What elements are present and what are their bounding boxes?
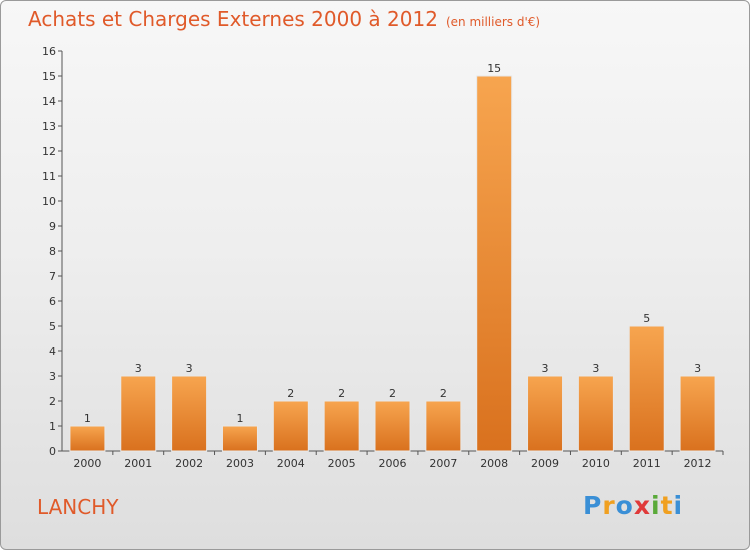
x-tick-label: 2003 — [226, 457, 254, 470]
bar — [425, 400, 462, 452]
bar-value-label: 3 — [694, 362, 701, 375]
bar-value-label: 1 — [84, 412, 91, 425]
y-tick-label: 6 — [49, 295, 56, 308]
bar-value-label: 2 — [287, 387, 294, 400]
logo-letter: t — [660, 491, 674, 520]
x-tick-label: 2006 — [379, 457, 407, 470]
bar — [272, 400, 309, 452]
x-tick-label: 2008 — [480, 457, 508, 470]
x-tick-label: 2000 — [73, 457, 101, 470]
bar-value-label: 1 — [236, 412, 243, 425]
bar — [120, 375, 157, 452]
logo-letter: P — [583, 491, 603, 520]
proxiti-logo: Proxiti — [583, 491, 683, 520]
bar — [374, 400, 411, 452]
y-tick-label: 15 — [42, 70, 56, 83]
bar-value-label: 3 — [186, 362, 193, 375]
logo-letter: o — [615, 491, 634, 520]
bar-value-label: 5 — [643, 312, 650, 325]
x-tick-label: 2011 — [633, 457, 661, 470]
bar — [69, 425, 106, 452]
x-tick-label: 2012 — [684, 457, 712, 470]
y-tick-label: 12 — [42, 145, 56, 158]
bar — [527, 375, 564, 452]
x-tick-label: 2001 — [124, 457, 152, 470]
bar — [323, 400, 360, 452]
data-labels: 1 3 3 1 2 2 2 2 15 3 3 5 3 — [84, 62, 701, 425]
bar-value-label: 15 — [487, 62, 501, 75]
y-tick-label: 8 — [49, 245, 56, 258]
y-tick-label: 10 — [42, 195, 56, 208]
x-tick-label: 2004 — [277, 457, 305, 470]
bar-value-label: 3 — [592, 362, 599, 375]
bar-value-label: 2 — [440, 387, 447, 400]
y-tick-label: 16 — [42, 45, 56, 58]
y-tick-label: 4 — [49, 345, 56, 358]
bar — [679, 375, 716, 452]
chart-title-text: Achats et Charges Externes 2000 à 2012 — [28, 7, 438, 31]
y-tick-label: 14 — [42, 95, 56, 108]
y-tick-label: 7 — [49, 270, 56, 283]
x-tick-label: 2007 — [429, 457, 457, 470]
logo-letter: i — [673, 491, 684, 520]
y-tick-label: 13 — [42, 120, 56, 133]
bar — [476, 75, 513, 452]
logo-letter: i — [651, 491, 661, 520]
logo-letter: x — [633, 491, 651, 520]
chart-subtitle: (en milliers d'€) — [445, 15, 541, 29]
x-tick-label: 2005 — [328, 457, 356, 470]
bar — [171, 375, 208, 452]
y-tick-label: 11 — [42, 170, 56, 183]
commune-name: LANCHY — [37, 495, 119, 519]
bar — [628, 325, 665, 452]
y-tick-label: 3 — [49, 370, 56, 383]
x-tick-label: 2010 — [582, 457, 610, 470]
bar-value-label: 2 — [389, 387, 396, 400]
x-tick-label: 2009 — [531, 457, 559, 470]
bar — [577, 375, 614, 452]
x-tick-label: 2002 — [175, 457, 203, 470]
bar — [221, 425, 258, 452]
y-tick-label: 9 — [49, 220, 56, 233]
y-tick-label: 0 — [49, 445, 56, 458]
bar-value-label: 3 — [542, 362, 549, 375]
chart-title: Achats et Charges Externes 2000 à 2012 (e… — [28, 7, 540, 31]
bar-value-label: 2 — [338, 387, 345, 400]
logo-letter: r — [602, 491, 616, 520]
y-tick-label: 5 — [49, 320, 56, 333]
bar-value-label: 3 — [135, 362, 142, 375]
y-tick-label: 2 — [49, 395, 56, 408]
y-tick-label: 1 — [49, 420, 56, 433]
bars — [69, 75, 716, 452]
